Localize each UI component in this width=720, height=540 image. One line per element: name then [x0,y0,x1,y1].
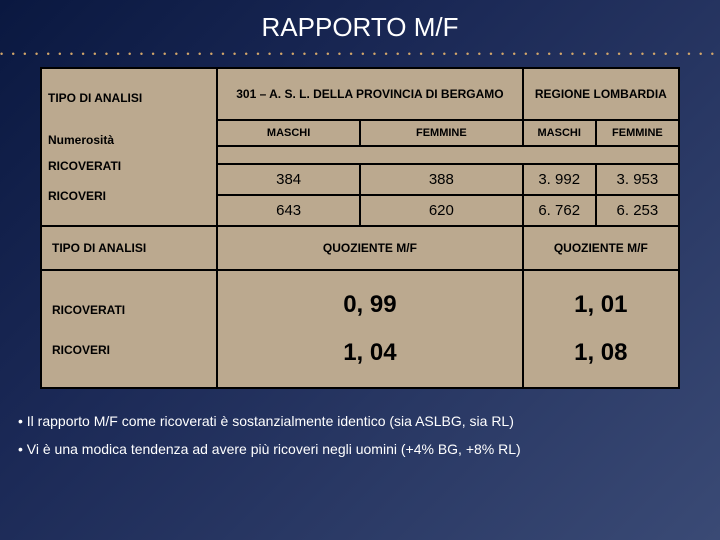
header-row-groups: TIPO DI ANALISI Numerosità RICOVERATI RI… [41,68,679,120]
header-group-lombardia: REGIONE LOMBARDIA [523,68,679,120]
header-quoziente-1: QUOZIENTE M/F [217,226,522,270]
label-ricoverati-2: RICOVERATI [46,277,196,323]
cell-ricoveri-m2: 6. 762 [523,195,596,226]
row-quoziente-header: TIPO DI ANALISI QUOZIENTE M/F QUOZIENTE … [41,226,679,270]
label-tipo-analisi: TIPO DI ANALISI [42,69,192,111]
bullet-1: • Il rapporto M/F come ricoverati è sost… [18,407,702,435]
header-maschi-2: MASCHI [523,120,596,146]
quot-ricoveri-g1: 1, 04 [222,329,517,377]
label-ricoverati: RICOVERATI [42,153,192,179]
header-femmine-1: FEMMINE [360,120,523,146]
bullet-2: • Vi è una modica tendenza ad avere più … [18,435,702,463]
cell-ricoverati-m1: 384 [217,164,360,195]
cell-ricoveri-m1: 643 [217,195,360,226]
quot-ricoverati-g1: 0, 99 [222,281,517,329]
header-quoziente-2: QUOZIENTE M/F [523,226,679,270]
label-numerosita: Numerosità [42,111,192,153]
quot-ricoveri-g2: 1, 08 [528,329,674,377]
header-maschi-1: MASCHI [217,120,360,146]
header-group-bergamo: 301 – A. S. L. DELLA PROVINCIA DI BERGAM… [217,68,522,120]
cell-ricoveri-f1: 620 [360,195,523,226]
data-table: TIPO DI ANALISI Numerosità RICOVERATI RI… [40,67,680,389]
bullet-notes: • Il rapporto M/F come ricoverati è sost… [0,389,720,463]
label-tipo-analisi-2: TIPO DI ANALISI [46,235,196,261]
data-table-container: TIPO DI ANALISI Numerosità RICOVERATI RI… [40,67,680,389]
label-ricoveri: RICOVERI [42,179,192,209]
quot-ricoverati-g2: 1, 01 [528,281,674,329]
page-title: RAPPORTO M/F [0,0,720,49]
separator-dots: • • • • • • • • • • • • • • • • • • • • … [0,49,720,67]
cell-ricoveri-f2: 6. 253 [596,195,679,226]
cell-ricoverati-f2: 3. 953 [596,164,679,195]
cell-ricoverati-m2: 3. 992 [523,164,596,195]
header-femmine-2: FEMMINE [596,120,679,146]
label-ricoveri-2: RICOVERI [46,323,196,363]
row-quot-values: RICOVERATI RICOVERI 0, 99 1, 04 1, 01 1,… [41,270,679,388]
cell-ricoverati-f1: 388 [360,164,523,195]
